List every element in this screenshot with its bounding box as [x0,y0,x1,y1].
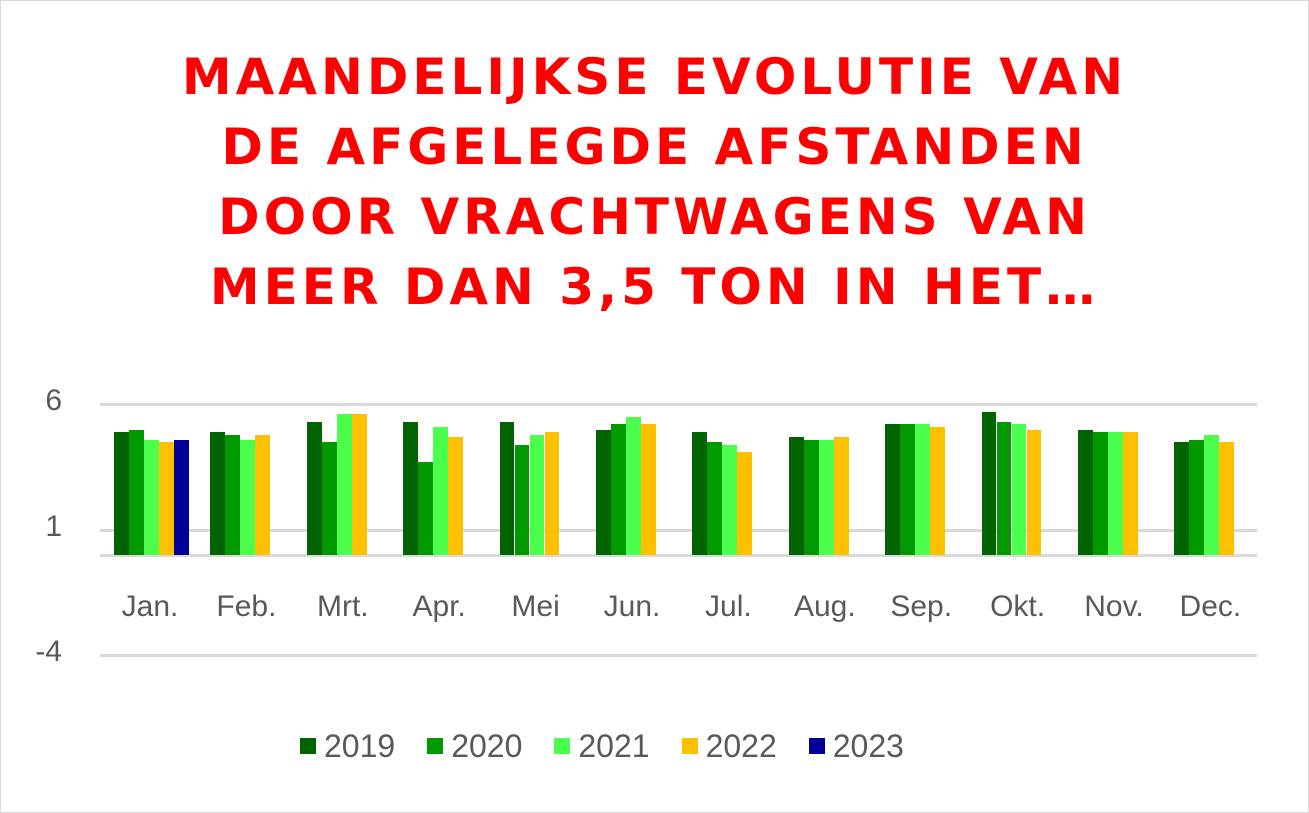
x-tick-label: Feb. [216,590,277,623]
bar-2022-jul [737,452,753,555]
bar-2021-feb [240,439,256,555]
bar-2019-dec [1174,442,1190,555]
bar-2021-jul [722,444,738,555]
bar-2021-okt [1011,424,1027,555]
title-line: DE AFGELEGDE AFSTANDEN [221,118,1088,176]
bar-2020-sep [900,424,915,555]
x-tick-label: Mei [511,590,560,623]
gridline [100,528,1257,532]
x-tick-label: Sep. [890,590,953,623]
legend-item-2020: 2020 [427,728,522,765]
bar-2022-jun [641,424,656,555]
bar-2023-jan [174,439,189,555]
bar-2020-aug [803,439,819,555]
x-tick-label: Aug. [793,590,856,623]
bar-2020-dec [1189,439,1205,555]
legend-swatch [554,738,571,754]
x-tick-label: Jul. [705,590,752,623]
bar-2022-feb [255,434,271,555]
chart-title: MAANDELIJKSE EVOLUTIE VAN DE AFGELEGDE A… [0,42,1309,322]
title-line: DOOR VRACHTWAGENS VAN [218,188,1091,246]
x-tick-label: Apr. [412,590,466,623]
bar-2019-aug [788,437,804,555]
bar-2019-mrt [306,421,322,555]
legend-label: 2020 [451,727,523,764]
bar-2021-sep [915,424,930,555]
x-tick-label: Jan. [121,590,179,623]
bar-2021-nov [1108,432,1123,555]
bar-2022-jan [159,442,174,555]
bar-2021-jan [144,439,159,555]
gridline [100,654,1257,658]
gridline [100,403,1257,407]
x-tick-label: Jun. [603,590,661,623]
y-tick-label: 1 [45,509,62,543]
bar-2019-apr [403,421,418,555]
legend-label: 2022 [705,727,777,764]
legend-label: 2021 [578,727,650,764]
x-axis-line [100,554,1257,557]
bar-2019-feb [210,432,226,555]
bar-2021-mei [529,434,545,555]
legend-item-2019: 2019 [300,728,395,765]
bar-2019-okt [981,411,997,555]
y-tick-label: 6 [45,384,62,418]
bar-2019-mei [499,421,515,555]
legend-swatch [808,738,825,754]
x-tick-label: Nov. [1084,590,1144,623]
legend-swatch [681,738,698,754]
y-tick-label: -4 [35,635,62,669]
legend-item-2023: 2023 [808,727,904,765]
bar-2020-jul [707,442,723,555]
bar-2022-nov [1123,432,1138,555]
bar-2021-mrt [336,414,352,555]
bar-2020-apr [418,462,433,555]
x-tick-label: Okt. [990,590,1046,623]
bar-2020-mei [514,444,530,555]
title-line: MAANDELIJKSE EVOLUTIE VAN [181,48,1128,106]
bar-2019-jan [114,432,129,555]
bar-2020-jun [611,424,626,555]
bar-2021-apr [433,426,448,555]
title-line: MEER DAN 3,5 TON IN HET… [209,258,1100,316]
bar-2021-dec [1204,434,1220,555]
legend: 2019 2020 2021 2022 2023 [300,724,936,768]
bar-2019-jun [596,429,611,555]
bar-2022-sep [930,426,945,555]
legend-label: 2023 [832,727,904,764]
bar-2019-sep [885,424,900,555]
bar-2021-aug [818,439,834,555]
bar-2022-mrt [351,414,367,555]
bar-2022-apr [448,437,463,555]
bar-2022-okt [1026,429,1042,555]
legend-swatch [427,738,444,754]
bar-2019-nov [1078,429,1093,555]
bar-2022-dec [1219,442,1235,555]
legend-swatch [300,738,316,754]
x-tick-label: Dec. [1179,590,1242,623]
bar-2021-jun [626,416,641,555]
legend-item-2021: 2021 [554,727,650,765]
bar-2019-jul [692,432,708,555]
bar-2020-okt [996,421,1012,555]
legend-item-2022: 2022 [681,727,777,765]
bar-2020-mrt [321,442,337,555]
bar-2022-mei [544,432,560,555]
bar-2020-feb [225,434,241,555]
bar-2020-jan [129,429,144,555]
bar-2022-aug [833,437,849,555]
bar-2020-nov [1093,432,1108,555]
x-tick-label: Mrt. [316,590,369,623]
legend-label: 2019 [324,727,396,764]
